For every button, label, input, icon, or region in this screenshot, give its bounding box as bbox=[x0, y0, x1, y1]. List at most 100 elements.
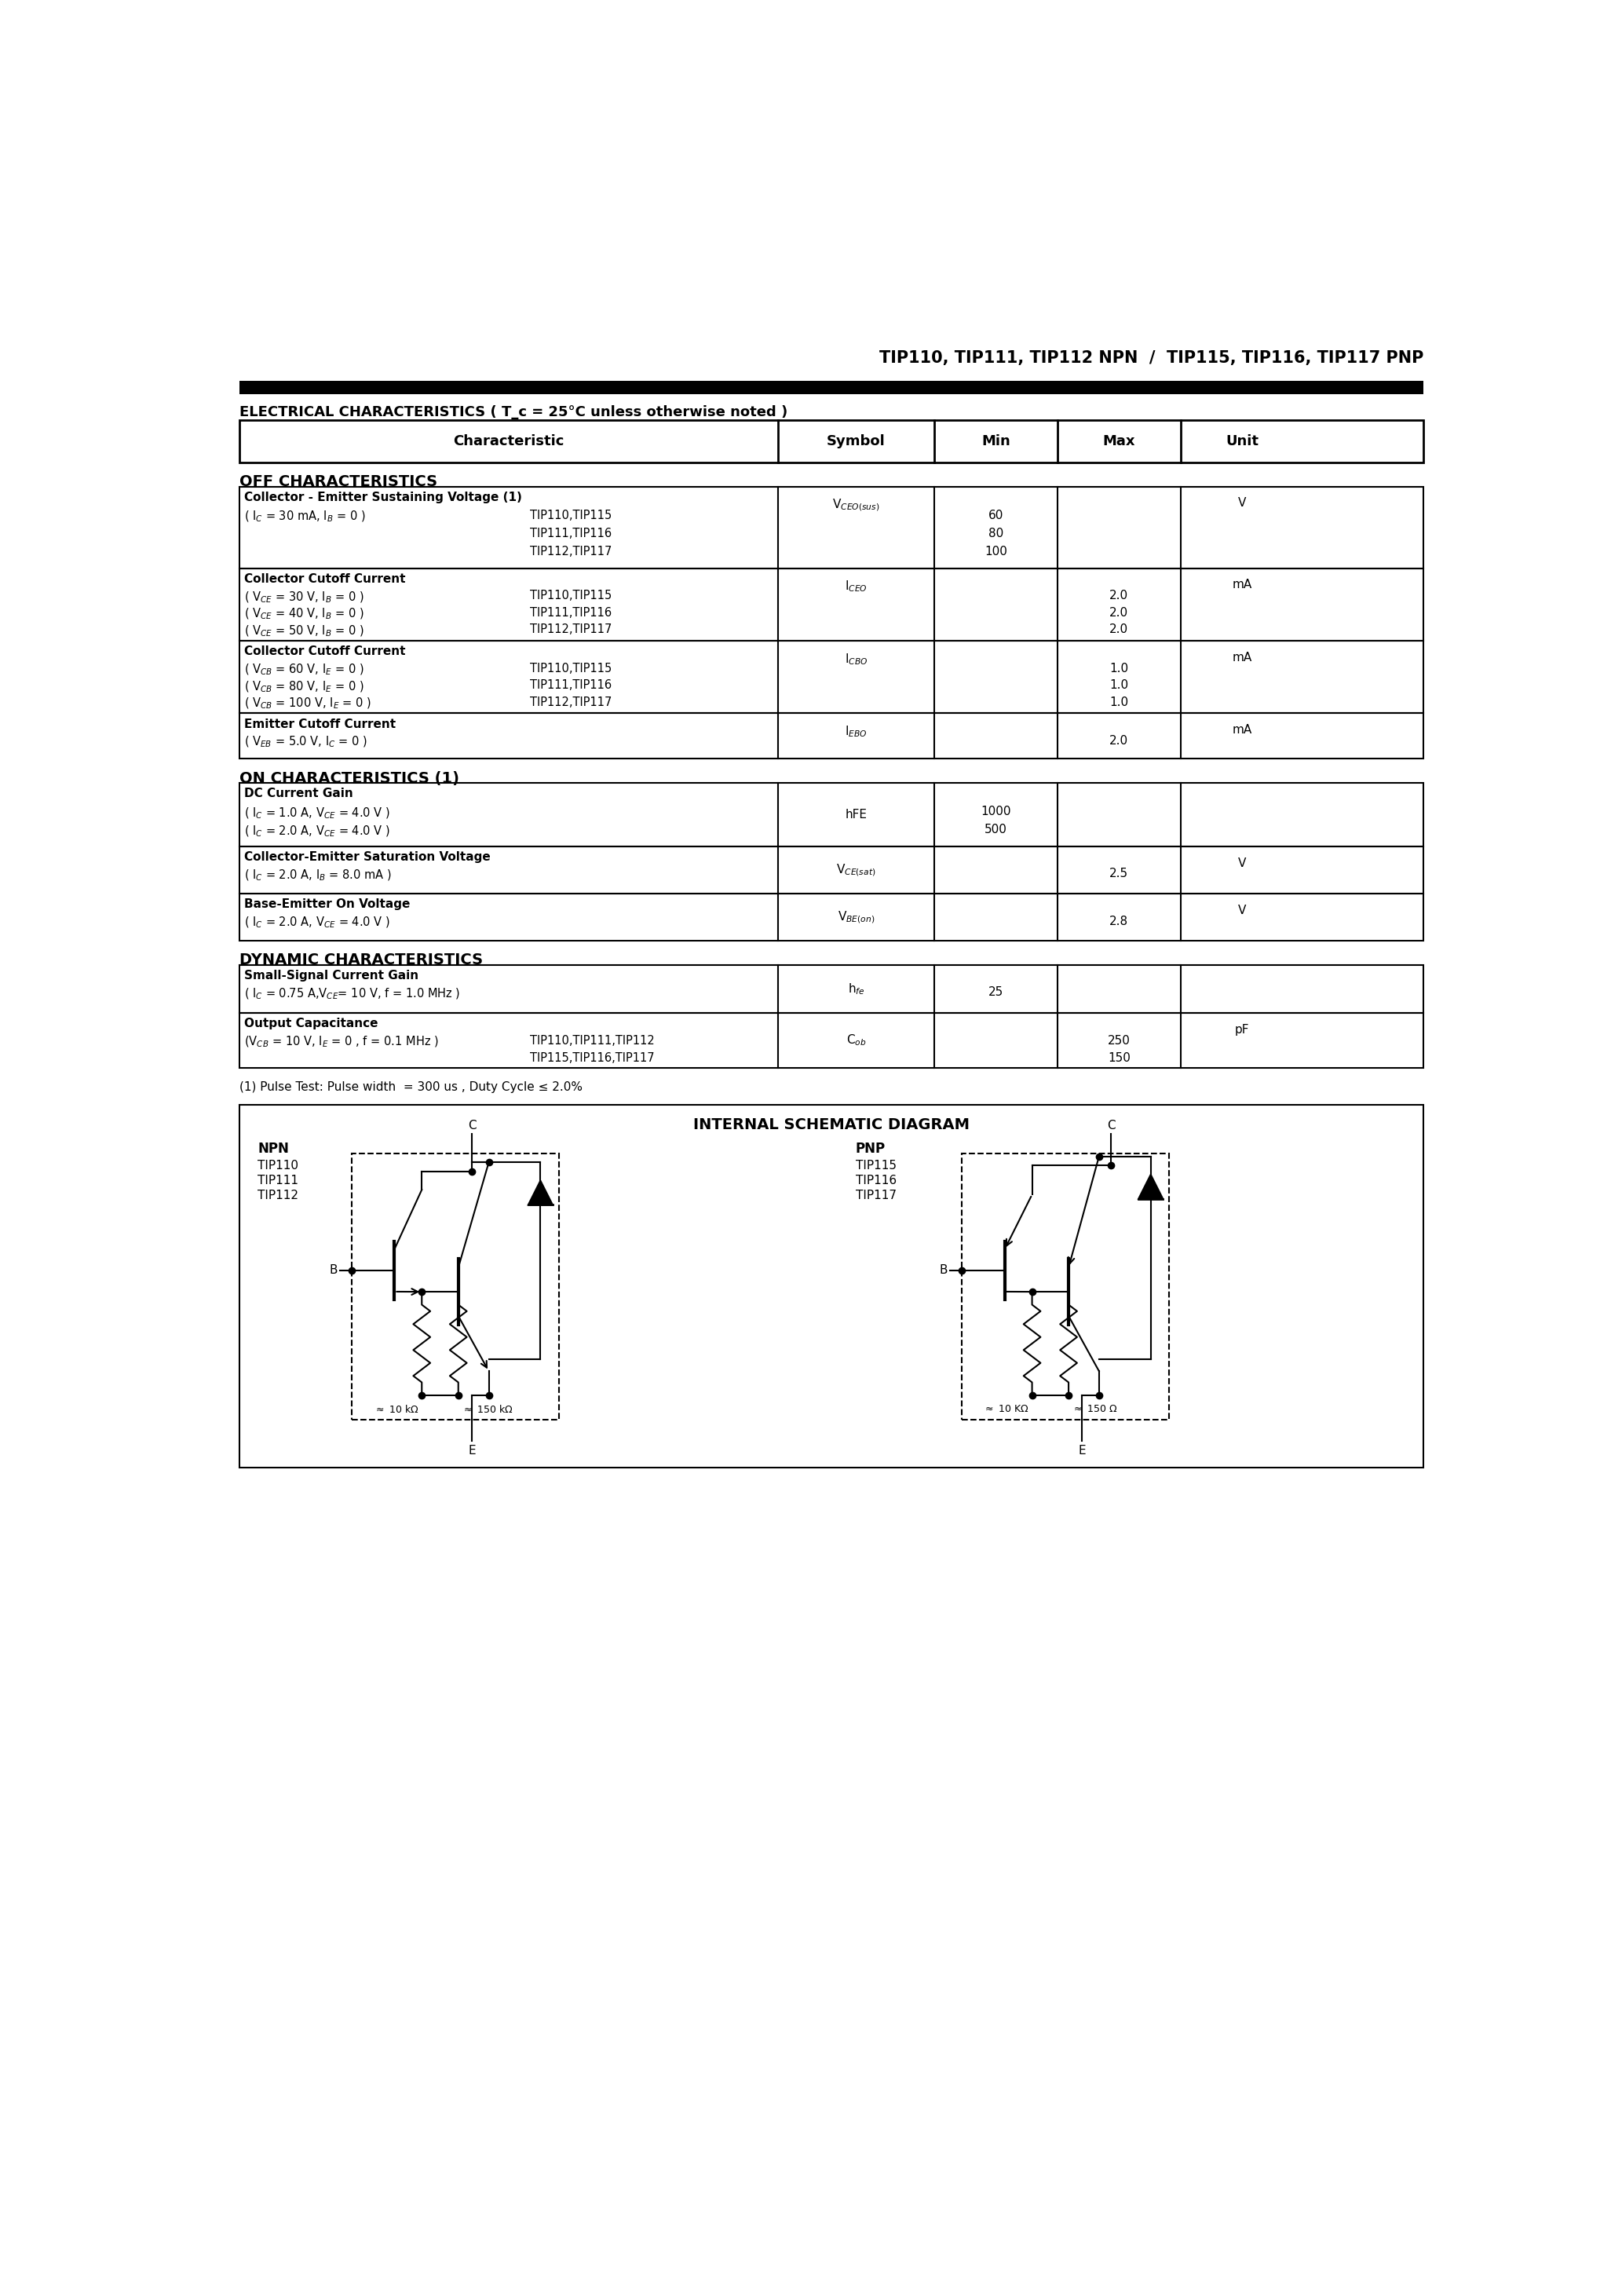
Text: ( I$_C$ = 1.0 A, V$_{CE}$ = 4.0 V ): ( I$_C$ = 1.0 A, V$_{CE}$ = 4.0 V ) bbox=[245, 806, 389, 820]
Text: $\approx$ 10 K$\Omega$: $\approx$ 10 K$\Omega$ bbox=[983, 1405, 1028, 1414]
Text: TIP112: TIP112 bbox=[258, 1189, 298, 1201]
Text: TIP112,TIP117: TIP112,TIP117 bbox=[530, 625, 611, 636]
Text: 1.0: 1.0 bbox=[1109, 664, 1129, 675]
Text: I$_{EBO}$: I$_{EBO}$ bbox=[845, 723, 868, 739]
Text: ( I$_C$ = 2.0 A, I$_B$ = 8.0 mA ): ( I$_C$ = 2.0 A, I$_B$ = 8.0 mA ) bbox=[245, 868, 391, 882]
Text: 2.0: 2.0 bbox=[1109, 606, 1129, 618]
Text: TIP112,TIP117: TIP112,TIP117 bbox=[530, 546, 611, 558]
Text: V: V bbox=[1238, 498, 1246, 510]
Text: I$_{CEO}$: I$_{CEO}$ bbox=[845, 579, 868, 595]
Text: Base-Emitter On Voltage: Base-Emitter On Voltage bbox=[245, 898, 410, 909]
Text: ( I$_C$ = 30 mA, I$_B$ = 0 ): ( I$_C$ = 30 mA, I$_B$ = 0 ) bbox=[245, 510, 365, 523]
Text: NPN: NPN bbox=[258, 1141, 289, 1155]
Text: 1000: 1000 bbox=[981, 806, 1011, 817]
Text: C: C bbox=[1106, 1120, 1116, 1132]
Text: 25: 25 bbox=[988, 987, 1004, 999]
Text: E: E bbox=[469, 1444, 475, 1456]
Text: TIP110,TIP115: TIP110,TIP115 bbox=[530, 510, 611, 521]
Text: 100: 100 bbox=[985, 546, 1007, 558]
Text: ON CHARACTERISTICS (1): ON CHARACTERISTICS (1) bbox=[240, 771, 459, 785]
Text: pF: pF bbox=[1234, 1024, 1249, 1035]
Text: TIP117: TIP117 bbox=[856, 1189, 897, 1201]
Text: ( V$_{CE}$ = 40 V, I$_B$ = 0 ): ( V$_{CE}$ = 40 V, I$_B$ = 0 ) bbox=[245, 606, 363, 622]
Text: Min: Min bbox=[981, 434, 1011, 448]
Text: TIP110,TIP115: TIP110,TIP115 bbox=[530, 590, 611, 602]
Text: B: B bbox=[939, 1265, 947, 1277]
Text: Small-Signal Current Gain: Small-Signal Current Gain bbox=[245, 969, 418, 980]
Bar bbox=[352, 1153, 558, 1419]
Text: C$_{ob}$: C$_{ob}$ bbox=[847, 1033, 866, 1047]
Bar bbox=[240, 567, 1422, 641]
Text: DC Current Gain: DC Current Gain bbox=[245, 788, 354, 799]
Text: 2.8: 2.8 bbox=[1109, 916, 1129, 928]
Text: INTERNAL SCHEMATIC DIAGRAM: INTERNAL SCHEMATIC DIAGRAM bbox=[693, 1118, 970, 1132]
Text: $\approx$ 150 $\Omega$: $\approx$ 150 $\Omega$ bbox=[1072, 1405, 1118, 1414]
Text: TIP110,TIP111,TIP112: TIP110,TIP111,TIP112 bbox=[530, 1035, 655, 1047]
Text: Max: Max bbox=[1103, 434, 1135, 448]
Text: TIP115: TIP115 bbox=[856, 1159, 897, 1171]
Text: TIP112,TIP117: TIP112,TIP117 bbox=[530, 696, 611, 707]
Text: ( V$_{CB}$ = 100 V, I$_E$ = 0 ): ( V$_{CB}$ = 100 V, I$_E$ = 0 ) bbox=[245, 696, 371, 712]
Text: OFF CHARACTERISTICS: OFF CHARACTERISTICS bbox=[240, 475, 438, 489]
Text: Output Capacitance: Output Capacitance bbox=[245, 1017, 378, 1031]
Bar bbox=[240, 964, 1422, 1013]
Text: TIP111,TIP116: TIP111,TIP116 bbox=[530, 528, 611, 540]
Text: 250: 250 bbox=[1108, 1035, 1131, 1047]
Text: 2.5: 2.5 bbox=[1109, 868, 1129, 879]
Text: $\approx$ 10 k$\Omega$: $\approx$ 10 k$\Omega$ bbox=[373, 1405, 418, 1414]
Text: ( V$_{CE}$ = 30 V, I$_B$ = 0 ): ( V$_{CE}$ = 30 V, I$_B$ = 0 ) bbox=[245, 590, 363, 604]
Bar bbox=[240, 783, 1422, 847]
Text: Emitter Cutoff Current: Emitter Cutoff Current bbox=[245, 719, 396, 730]
Text: ( V$_{CB}$ = 60 V, I$_E$ = 0 ): ( V$_{CB}$ = 60 V, I$_E$ = 0 ) bbox=[245, 664, 363, 677]
Bar bbox=[240, 381, 1422, 395]
Text: TIP110: TIP110 bbox=[258, 1159, 298, 1171]
Text: TIP111,TIP116: TIP111,TIP116 bbox=[530, 680, 611, 691]
Text: Collector - Emitter Sustaining Voltage (1): Collector - Emitter Sustaining Voltage (… bbox=[245, 491, 522, 503]
Text: V$_{CE(sat)}$: V$_{CE(sat)}$ bbox=[837, 863, 876, 877]
Bar bbox=[240, 847, 1422, 893]
Text: TIP110, TIP111, TIP112 NPN  /  TIP115, TIP116, TIP117 PNP: TIP110, TIP111, TIP112 NPN / TIP115, TIP… bbox=[879, 351, 1422, 365]
Text: Collector Cutoff Current: Collector Cutoff Current bbox=[245, 574, 406, 585]
Text: ( I$_C$ = 0.75 A,V$_{CE}$= 10 V, f = 1.0 MHz ): ( I$_C$ = 0.75 A,V$_{CE}$= 10 V, f = 1.0… bbox=[245, 987, 461, 1001]
Text: 1.0: 1.0 bbox=[1109, 680, 1129, 691]
Text: ( V$_{CE}$ = 50 V, I$_B$ = 0 ): ( V$_{CE}$ = 50 V, I$_B$ = 0 ) bbox=[245, 625, 363, 638]
Text: TIP111,TIP116: TIP111,TIP116 bbox=[530, 606, 611, 618]
Text: DYNAMIC CHARACTERISTICS: DYNAMIC CHARACTERISTICS bbox=[240, 953, 483, 967]
Text: h$_{fe}$: h$_{fe}$ bbox=[848, 983, 865, 996]
Text: 60: 60 bbox=[988, 510, 1004, 521]
Text: ( V$_{EB}$ = 5.0 V, I$_C$ = 0 ): ( V$_{EB}$ = 5.0 V, I$_C$ = 0 ) bbox=[245, 735, 368, 748]
Text: TIP116: TIP116 bbox=[856, 1176, 897, 1187]
Text: (V$_{CB}$ = 10 V, I$_E$ = 0 , f = 0.1 MHz ): (V$_{CB}$ = 10 V, I$_E$ = 0 , f = 0.1 MH… bbox=[245, 1035, 438, 1049]
Text: 80: 80 bbox=[988, 528, 1004, 540]
Text: mA: mA bbox=[1233, 723, 1252, 737]
Text: Characteristic: Characteristic bbox=[453, 434, 564, 448]
Bar bbox=[240, 420, 1422, 461]
Text: 1.0: 1.0 bbox=[1109, 696, 1129, 707]
Text: (1) Pulse Test: Pulse width  = 300 us , Duty Cycle ≤ 2.0%: (1) Pulse Test: Pulse width = 300 us , D… bbox=[240, 1081, 582, 1093]
Text: ELECTRICAL CHARACTERISTICS ( T_c = 25°C unless otherwise noted ): ELECTRICAL CHARACTERISTICS ( T_c = 25°C … bbox=[240, 404, 787, 420]
Text: V: V bbox=[1238, 856, 1246, 868]
Text: ( I$_C$ = 2.0 A, V$_{CE}$ = 4.0 V ): ( I$_C$ = 2.0 A, V$_{CE}$ = 4.0 V ) bbox=[245, 916, 389, 930]
Text: hFE: hFE bbox=[845, 808, 868, 820]
Text: mA: mA bbox=[1233, 652, 1252, 664]
Text: 2.0: 2.0 bbox=[1109, 625, 1129, 636]
Text: B: B bbox=[329, 1265, 337, 1277]
Text: PNP: PNP bbox=[856, 1141, 886, 1155]
Bar bbox=[240, 1104, 1422, 1467]
Text: ( V$_{CB}$ = 80 V, I$_E$ = 0 ): ( V$_{CB}$ = 80 V, I$_E$ = 0 ) bbox=[245, 680, 363, 693]
Text: Unit: Unit bbox=[1226, 434, 1259, 448]
Text: Collector Cutoff Current: Collector Cutoff Current bbox=[245, 645, 406, 657]
Text: TIP111: TIP111 bbox=[258, 1176, 298, 1187]
Bar bbox=[962, 1153, 1169, 1419]
Text: 500: 500 bbox=[985, 824, 1007, 836]
Text: $\approx$ 150 k$\Omega$: $\approx$ 150 k$\Omega$ bbox=[461, 1405, 513, 1414]
Text: V: V bbox=[1238, 905, 1246, 916]
Text: 2.0: 2.0 bbox=[1109, 735, 1129, 746]
Text: 2.0: 2.0 bbox=[1109, 590, 1129, 602]
Text: 150: 150 bbox=[1108, 1052, 1131, 1063]
Text: V$_{CEO(sus)}$: V$_{CEO(sus)}$ bbox=[832, 498, 879, 512]
Polygon shape bbox=[1139, 1176, 1163, 1199]
Text: V$_{BE(on)}$: V$_{BE(on)}$ bbox=[837, 909, 874, 925]
Bar bbox=[240, 714, 1422, 758]
Text: TIP110,TIP115: TIP110,TIP115 bbox=[530, 664, 611, 675]
